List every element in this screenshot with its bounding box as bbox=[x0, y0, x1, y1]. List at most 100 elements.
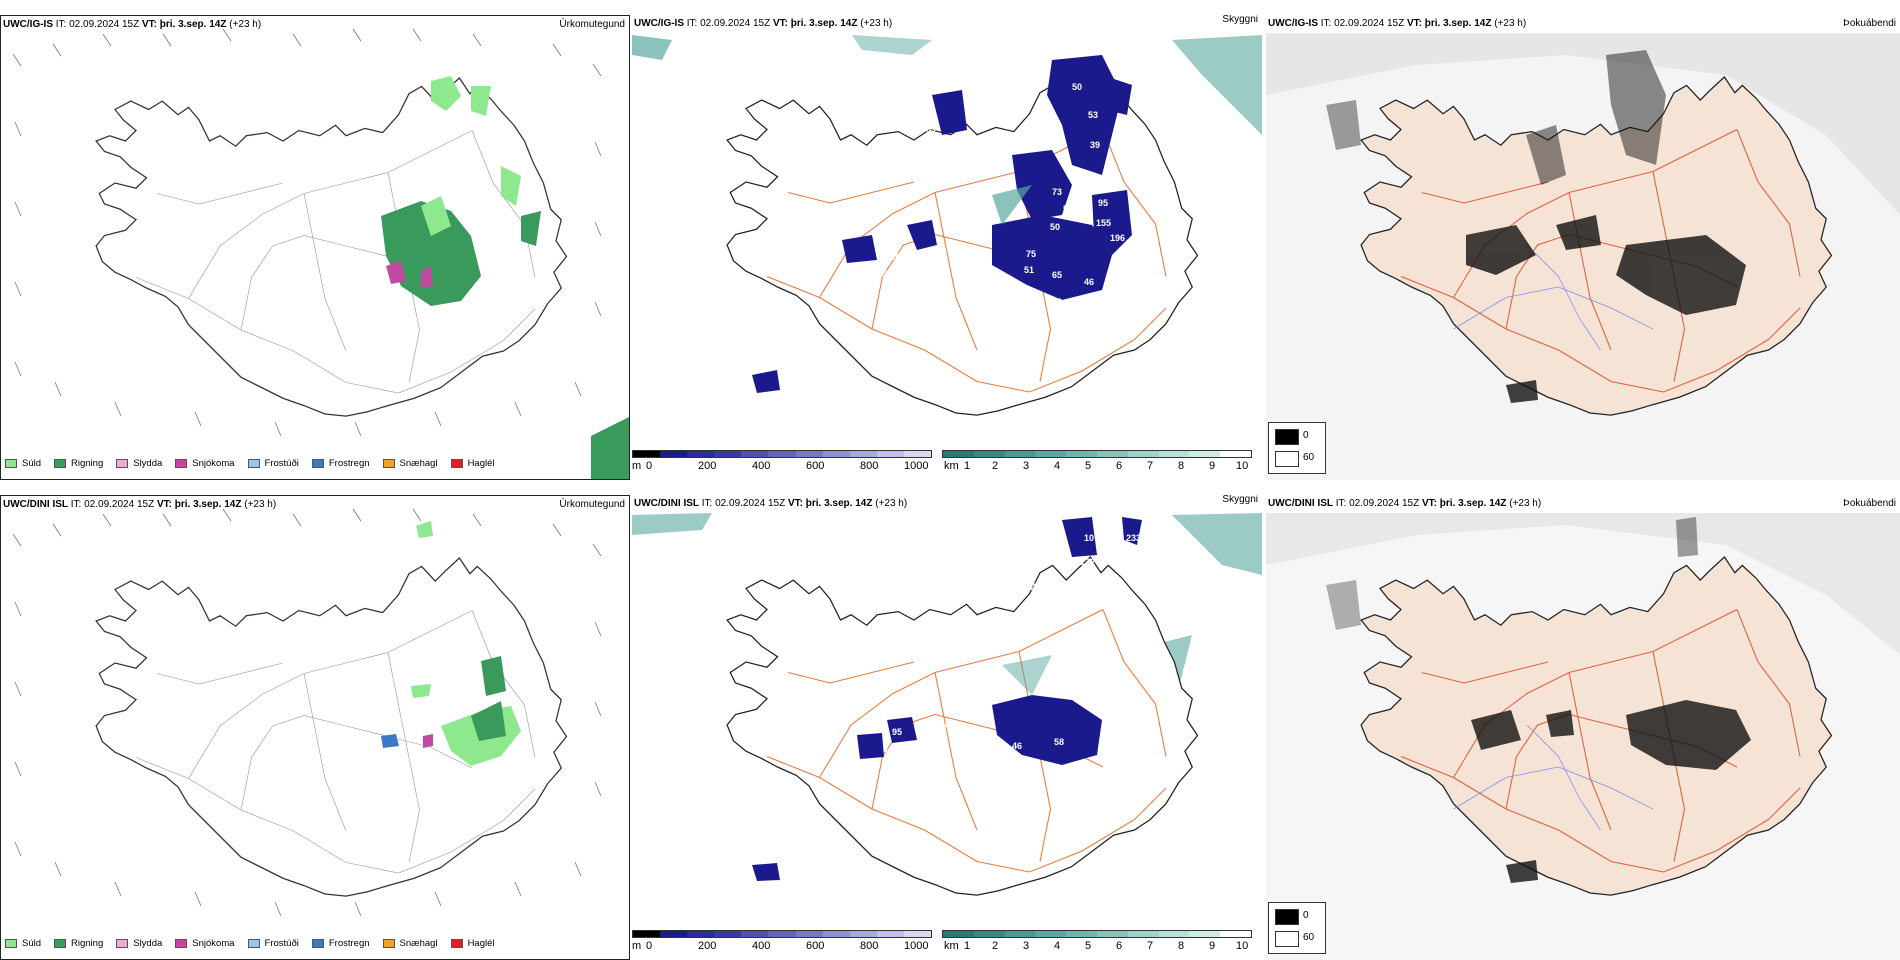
cloud-label: 196 bbox=[1110, 233, 1125, 243]
legend-item: Frostúði bbox=[247, 938, 299, 949]
legend-item: Snæhagl bbox=[382, 938, 438, 949]
cloud-label: 98 bbox=[1144, 229, 1154, 239]
legend-item: Súld bbox=[5, 938, 41, 949]
low-cloud-areas bbox=[752, 517, 1142, 881]
cloud-base-colorbar: m 0 200 400 600 800 1000 km 1 2 3 4 5 6 … bbox=[632, 930, 1262, 960]
cloud-label: 51 bbox=[1024, 265, 1034, 275]
panel-header: UWC/IG-IS IT: 02.09.2024 15Z VT: þri. 3.… bbox=[3, 19, 262, 30]
cloud-label: 58 bbox=[1063, 204, 1073, 214]
legend-item: Frostregn bbox=[311, 938, 370, 949]
cloud-label: 67 bbox=[930, 869, 940, 879]
precip-areas bbox=[381, 76, 629, 479]
panel-title: Skyggni bbox=[1222, 495, 1258, 505]
panel-title: Úrkomutegund bbox=[559, 499, 625, 510]
cloud-label: 56 bbox=[1108, 717, 1118, 727]
cloud-base-unit: m bbox=[632, 460, 642, 472]
precip-type-legend: Súld Rigning Slydda Snjókoma Frostúði Fr… bbox=[5, 938, 495, 949]
scale-tick: 400 bbox=[752, 940, 771, 952]
cloud-label: 56 bbox=[1124, 124, 1134, 134]
legend-swatch bbox=[450, 939, 463, 948]
fog-panel-dini: UWC/DINI ISL IT: 02.09.2024 15Z VT: þri.… bbox=[1266, 495, 1900, 960]
cloud-label: 65 bbox=[1052, 270, 1062, 280]
precip-map bbox=[12, 28, 629, 479]
legend-swatch bbox=[311, 939, 324, 948]
scale-tick: 6 bbox=[1116, 460, 1123, 472]
cloud-label: 46 bbox=[1012, 741, 1022, 751]
cloud-label: 41 bbox=[1116, 739, 1126, 749]
scale-tick: 3 bbox=[1023, 460, 1030, 472]
panel-header: UWC/DINI ISL IT: 02.09.2024 15Z VT: þri.… bbox=[634, 498, 908, 509]
scale-tick: 10 bbox=[1236, 460, 1249, 472]
precip-type-panel-ig-is: UWC/IG-IS IT: 02.09.2024 15Z VT: þri. 3.… bbox=[0, 15, 630, 480]
visibility-scale bbox=[942, 930, 1252, 938]
precip-type-panel-dini: UWC/DINI ISL IT: 02.09.2024 15Z VT: þri.… bbox=[0, 495, 630, 960]
fog-areas bbox=[1326, 50, 1746, 403]
precip-type-legend: Súld Rigning Slydda Snjókoma Frostúði Fr… bbox=[5, 458, 495, 469]
precip-areas bbox=[381, 521, 521, 766]
scale-tick: 4 bbox=[1054, 940, 1061, 952]
cloud-base-unit: m bbox=[632, 940, 642, 952]
panel-header: UWC/DINI ISL IT: 02.09.2024 15Z VT: þri.… bbox=[1268, 498, 1542, 509]
scale-tick: 1000 bbox=[904, 940, 929, 952]
cloud-label: 10 bbox=[1084, 533, 1094, 543]
visibility-ticks: 1 2 3 4 5 6 7 8 9 10 bbox=[632, 940, 1262, 954]
legend-swatch bbox=[116, 459, 129, 468]
cloud-base-map: 50 53 56 39 57 40 73 58 95 50 155 196 98… bbox=[632, 35, 1262, 416]
cloud-visibility-panel-ig-is: UWC/IG-IS IT: 02.09.2024 15Z VT: þri. 3.… bbox=[632, 15, 1262, 480]
scale-tick: 5 bbox=[1085, 940, 1092, 952]
fog-map bbox=[1266, 513, 1900, 960]
cloud-base-colorbar: m 0 200 400 600 800 1000 km 1 2 3 4 5 6 … bbox=[632, 450, 1262, 480]
scale-tick: 9 bbox=[1209, 940, 1216, 952]
scale-tick: 7 bbox=[1147, 940, 1154, 952]
legend-item: Snæhagl bbox=[382, 458, 438, 469]
cloud-base-labels: 10 233 132 85 69 56 46 58 41 78 95 76 67 bbox=[884, 533, 1141, 879]
fog-areas bbox=[1326, 517, 1751, 883]
legend-item: Rigning bbox=[54, 938, 103, 949]
legend-swatch bbox=[175, 459, 188, 468]
panel-header: UWC/IG-IS IT: 02.09.2024 15Z VT: þri. 3.… bbox=[1268, 18, 1527, 29]
cloud-label: 75 bbox=[1026, 249, 1036, 259]
scale-tick: 2 bbox=[992, 460, 999, 472]
scale-tick: 1000 bbox=[904, 460, 929, 472]
scale-tick: 0 bbox=[646, 940, 653, 952]
cloud-label: 55 bbox=[890, 252, 900, 262]
scale-tick: 800 bbox=[860, 460, 879, 472]
cloud-label: 155 bbox=[1096, 218, 1111, 228]
legend-swatch bbox=[5, 459, 17, 468]
cloud-base-scale bbox=[632, 450, 932, 458]
cloud-label: 89 bbox=[926, 124, 936, 134]
wind-barbs bbox=[12, 508, 602, 917]
panel-title: Úrkomutegund bbox=[559, 19, 625, 30]
panel-title: Þokuábendi bbox=[1843, 18, 1896, 29]
scale-tick: 9 bbox=[1209, 460, 1216, 472]
cloud-label: 62 bbox=[944, 145, 954, 155]
cloud-label: 57 bbox=[929, 392, 939, 402]
cloud-label: 40 bbox=[1140, 157, 1150, 167]
cloud-label: 39 bbox=[1090, 140, 1100, 150]
cloud-label: 69 bbox=[1046, 672, 1056, 682]
scale-tick: 200 bbox=[698, 460, 717, 472]
legend-item: Snjókoma bbox=[175, 938, 235, 949]
legend-item: Snjókoma bbox=[175, 458, 235, 469]
legend-swatch bbox=[247, 459, 260, 468]
scale-tick: 7 bbox=[1147, 460, 1154, 472]
legend-item: Slydda bbox=[116, 458, 162, 469]
scale-tick: 10 bbox=[1236, 940, 1249, 952]
legend-swatch bbox=[54, 939, 67, 948]
scale-tick: 6 bbox=[1116, 940, 1123, 952]
cloud-label: 59 bbox=[882, 269, 892, 279]
legend-item: Haglél bbox=[450, 938, 495, 949]
wind-barbs bbox=[12, 28, 602, 437]
cloud-label: 50 bbox=[1050, 222, 1060, 232]
scale-tick: 1 bbox=[964, 460, 971, 472]
cloud-label: 72 bbox=[978, 232, 988, 242]
fog-panel-ig-is: UWC/IG-IS IT: 02.09.2024 15Z VT: þri. 3.… bbox=[1266, 15, 1900, 480]
scale-tick: 600 bbox=[806, 940, 825, 952]
cloud-label: 58 bbox=[1054, 737, 1064, 747]
cloud-label: 132 bbox=[1080, 557, 1095, 567]
cloud-label: 50 bbox=[1072, 82, 1082, 92]
scale-tick: 3 bbox=[1023, 940, 1030, 952]
scale-tick: 5 bbox=[1085, 460, 1092, 472]
legend-item: Rigning bbox=[54, 458, 103, 469]
cloud-label: 67 bbox=[942, 247, 952, 257]
